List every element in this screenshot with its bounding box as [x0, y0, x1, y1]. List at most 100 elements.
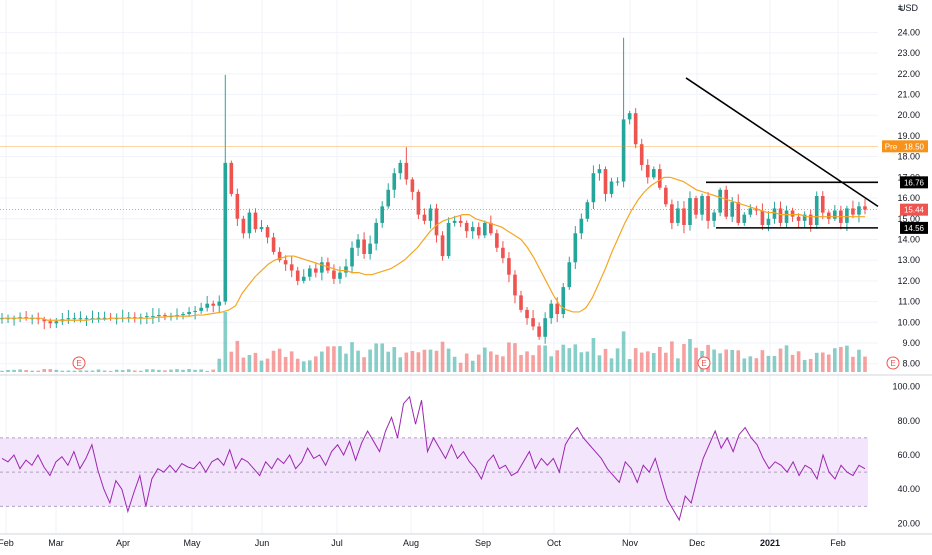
- price-labels: Pre 18.50 16.76 15.44 14.56: [882, 140, 928, 234]
- y-tick-label: 9.00: [902, 338, 920, 348]
- descending-trendline[interactable]: [685, 77, 879, 208]
- volume-bar: [748, 356, 753, 372]
- volume-bar: [223, 312, 228, 372]
- candle-body: [217, 301, 222, 306]
- volume-bar: [591, 338, 596, 372]
- volume-bar: [845, 345, 849, 372]
- volume-bar: [314, 356, 318, 372]
- volume-bar: [36, 370, 41, 372]
- volume-bar: [151, 369, 155, 372]
- support-price-label-bg: [900, 221, 928, 234]
- candle-body: [320, 262, 324, 273]
- candle-body: [102, 317, 107, 319]
- candle-body: [271, 237, 276, 252]
- candle-body: [694, 198, 698, 215]
- volume-bar: [54, 369, 59, 372]
- y-tick-label: 14.00: [897, 234, 920, 244]
- volume-bar: [241, 357, 246, 372]
- y-tick-label: 24.00: [897, 27, 920, 37]
- candle-body: [392, 173, 397, 190]
- candle-body: [464, 222, 469, 232]
- volume-bar: [259, 360, 264, 372]
- earnings-marker-icon[interactable]: [72, 356, 86, 370]
- premarket-price-label-bg: [900, 140, 928, 153]
- candle-body: [410, 179, 415, 192]
- volume-bar: [489, 351, 493, 372]
- currency-menu-icon[interactable]: ≡: [898, 3, 903, 13]
- premarket-price-label-prefix: Pre: [885, 142, 898, 151]
- volume-bar: [476, 354, 481, 372]
- volume-bar: [416, 352, 421, 372]
- y-tick-label: 8.00: [902, 359, 920, 369]
- volume-bar: [633, 348, 638, 372]
- candle-body: [784, 210, 789, 223]
- candle-body: [163, 315, 167, 317]
- candle-body: [314, 268, 318, 273]
- candle-body: [187, 311, 191, 315]
- y-tick-label: 23.00: [897, 48, 920, 58]
- candle-body: [495, 233, 499, 248]
- volume-bar: [48, 369, 53, 372]
- candles: [0, 37, 867, 344]
- volume-bar: [525, 351, 529, 372]
- candle-body: [573, 233, 578, 263]
- volume-bar: [114, 369, 119, 372]
- volume-bar: [247, 354, 252, 372]
- candle-body: [356, 239, 360, 248]
- volume-bar: [368, 349, 372, 372]
- volume-bar: [6, 369, 10, 372]
- candle-body: [48, 321, 53, 324]
- candle-body: [555, 303, 560, 315]
- volume-bar: [778, 348, 783, 372]
- candle-body: [820, 196, 825, 213]
- x-tick-label: Apr: [116, 538, 130, 548]
- rsi-band: [0, 437, 868, 507]
- candle-body: [84, 318, 89, 320]
- candle-body: [531, 318, 535, 327]
- volume-bar: [688, 338, 692, 372]
- volume-bar: [627, 359, 632, 372]
- y-tick-label: 11.00: [898, 297, 920, 307]
- candle-body: [482, 222, 487, 236]
- volume-bar: [458, 362, 463, 372]
- y-tick-label: 16.00: [897, 193, 920, 203]
- volume-bar: [440, 341, 445, 372]
- volume-bar: [271, 350, 276, 372]
- rsi-y-tick-label: 60.00: [897, 450, 920, 460]
- volume-bar: [615, 348, 620, 372]
- candle-body: [857, 206, 861, 215]
- current-price-label-bg: [900, 203, 928, 216]
- volume-bar: [66, 370, 71, 372]
- x-tick-label: 2021: [760, 538, 780, 548]
- candle-body: [688, 198, 692, 225]
- volume-bar: [658, 346, 662, 372]
- volume-bar: [452, 356, 457, 372]
- x-tick-label: Aug: [403, 538, 419, 548]
- volume-bar: [549, 356, 553, 372]
- rsi-y-tick-label: 80.00: [897, 416, 920, 426]
- volume-bar: [78, 370, 83, 372]
- volume-bar: [730, 349, 735, 372]
- volume-bar: [790, 354, 795, 372]
- candle-body: [537, 326, 541, 337]
- candle-body: [422, 214, 427, 221]
- candle-body: [54, 321, 59, 324]
- volume-bar: [857, 349, 861, 372]
- volume-bar: [573, 344, 578, 372]
- candle-body: [579, 218, 584, 234]
- y-tick-label: 22.00: [897, 69, 920, 79]
- volume-bar: [301, 361, 306, 372]
- volume-bar: [543, 345, 547, 372]
- volume-bar: [289, 351, 294, 372]
- earnings-marker-icon[interactable]: [886, 356, 900, 370]
- earnings-marker-icon[interactable]: [697, 356, 711, 370]
- candle-body: [476, 227, 481, 236]
- volume-bar: [833, 348, 837, 372]
- volume-bar: [277, 348, 282, 372]
- volume-bar: [307, 360, 312, 372]
- candle-body: [833, 210, 837, 219]
- candle-body: [344, 266, 348, 273]
- candle-body: [350, 247, 354, 267]
